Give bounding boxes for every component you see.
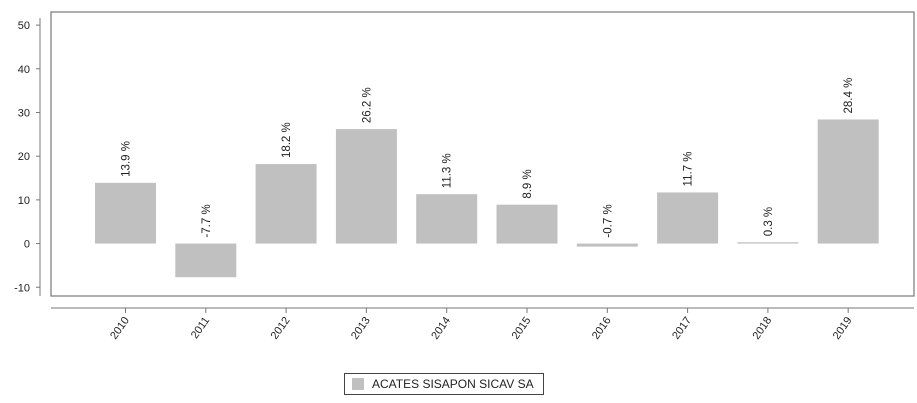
y-tick-label: 20: [18, 151, 30, 163]
bar: [335, 129, 397, 244]
bar: [817, 119, 879, 244]
x-tick-label: 2011: [189, 315, 212, 341]
y-tick-label: 50: [18, 20, 30, 32]
bar: [95, 182, 156, 244]
data-label: 11.3 %: [442, 153, 454, 188]
data-label: 26.2 %: [361, 87, 373, 123]
y-tick-label: -10: [14, 282, 30, 294]
bar: [255, 164, 317, 244]
legend-label: ACATES SISAPON SICAV SA: [372, 377, 534, 391]
x-tick-label: 2018: [750, 315, 774, 342]
data-label: -7.7 %: [201, 204, 213, 237]
x-tick-label: 2014: [429, 315, 453, 342]
y-tick-label: 10: [18, 195, 30, 207]
bar: [175, 243, 237, 278]
bar: [737, 242, 799, 244]
x-tick-label: 2013: [349, 315, 373, 342]
data-label: 18.2 %: [281, 122, 293, 158]
data-label: 0.3 %: [763, 207, 775, 236]
x-tick-label: 2017: [670, 315, 694, 342]
data-label: 11.7 %: [683, 151, 695, 186]
x-tick-label: 2016: [590, 315, 614, 342]
legend-swatch: [352, 378, 364, 390]
y-tick-label: 0: [24, 239, 30, 251]
x-tick-label: 2019: [831, 315, 855, 342]
data-label: -0.7 %: [602, 204, 614, 237]
data-label: 8.9 %: [522, 169, 534, 198]
y-tick-label: 30: [18, 107, 30, 119]
plot-frame: [50, 11, 915, 297]
bar: [416, 194, 478, 244]
data-label: 13.9 %: [121, 141, 133, 177]
x-tick-label: 2010: [108, 315, 132, 342]
chart-legend: ACATES SISAPON SICAV SA: [344, 373, 544, 395]
data-label: 28.4 %: [843, 78, 855, 114]
y-tick-label: 40: [18, 64, 30, 76]
bar: [496, 204, 558, 244]
x-tick-label: 2012: [269, 315, 293, 342]
bar: [576, 243, 638, 247]
bar: [657, 192, 719, 244]
x-tick-label: 2015: [510, 315, 534, 342]
